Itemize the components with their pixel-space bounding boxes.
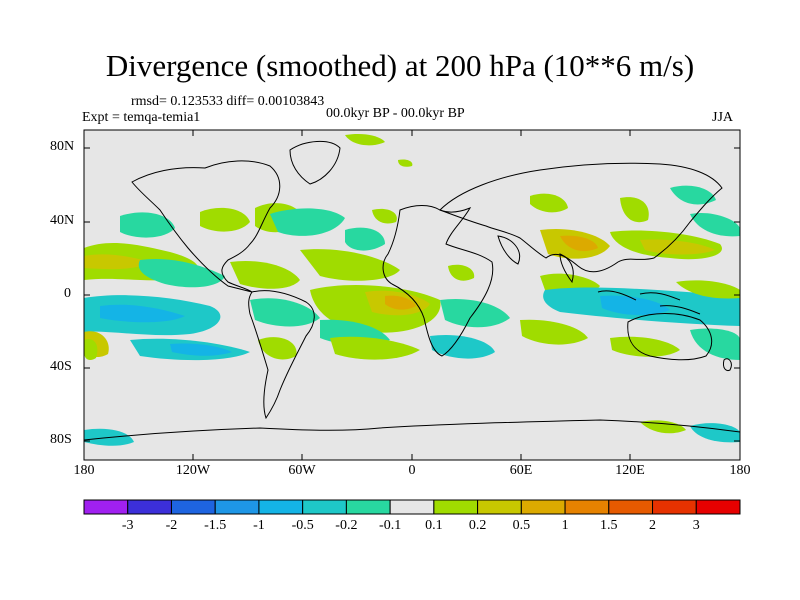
- anomaly-blob: [600, 295, 670, 316]
- anomaly-blob: [440, 298, 510, 328]
- anomaly-blob: [230, 260, 300, 289]
- anomaly-blob: [560, 235, 598, 252]
- stats-text: rmsd= 0.123533 diff= 0.00103843: [131, 94, 325, 109]
- colorbar-swatch: [127, 499, 172, 515]
- anomaly-blob: [200, 207, 250, 232]
- anomaly-blob: [620, 197, 649, 223]
- colorbar-label: -2: [165, 518, 178, 533]
- colorbar-label: 1.5: [600, 518, 618, 533]
- x-tick-label: 60W: [288, 463, 316, 478]
- antarctica-coast: [84, 419, 740, 441]
- south-america-coast: [248, 290, 315, 420]
- season-label: JJA: [712, 110, 734, 125]
- map-title: Divergence (smoothed) at 200 hPa (10**6 …: [105, 48, 695, 83]
- divergence-field: [84, 133, 740, 446]
- india-coast: [559, 253, 574, 284]
- anomaly-blob: [676, 280, 740, 299]
- arabia-coast: [497, 235, 520, 265]
- anomaly-blob: [670, 185, 716, 205]
- colorbar-swatch: [214, 499, 260, 515]
- y-tick-label: 80S: [50, 432, 72, 447]
- colorbar-swatch: [83, 499, 129, 515]
- colorbar-swatch: [477, 499, 522, 515]
- colorbar-swatch: [258, 499, 304, 515]
- anomaly-blob: [448, 264, 475, 281]
- colorbar-swatch: [564, 499, 610, 515]
- anomaly-blob: [300, 249, 400, 281]
- y-tick-label: 40N: [50, 213, 75, 228]
- x-tick-label: 120E: [615, 463, 645, 478]
- greenland-coast: [289, 141, 341, 185]
- anomaly-blob: [258, 337, 297, 360]
- colorbar-swatch: [608, 499, 654, 515]
- x-tick-label: 0: [408, 463, 416, 478]
- new-zealand-coast: [723, 358, 732, 371]
- colorbar-label: -0.1: [379, 518, 402, 533]
- anomaly-blob: [84, 339, 98, 360]
- coastlines: [84, 141, 740, 441]
- anomaly-blob: [330, 336, 420, 360]
- anomaly-blob: [690, 212, 740, 237]
- eurasia-coast: [439, 162, 723, 273]
- x-tick-label: 180: [729, 463, 751, 478]
- anomaly-blob: [385, 295, 416, 310]
- anomaly-blob: [250, 298, 320, 327]
- australia-coast: [627, 313, 713, 361]
- maritime-continent-coast: [597, 290, 701, 315]
- colorbar-swatch: [389, 499, 435, 515]
- y-tick-label: 80N: [50, 139, 75, 154]
- x-tick-label: 180: [73, 463, 95, 478]
- colorbar-swatch: [433, 499, 479, 515]
- colorbar-swatch: [520, 499, 566, 515]
- anomaly-blob: [345, 227, 385, 251]
- colorbar-label: 3: [692, 518, 700, 533]
- anomaly-blob: [84, 254, 150, 270]
- colorbar-label: 2: [649, 518, 657, 533]
- colorbar-label: -0.2: [335, 518, 358, 533]
- north-america-coast: [131, 160, 281, 293]
- anomaly-blob: [690, 328, 740, 360]
- axis-ticks: [83, 130, 741, 460]
- colorbar-swatch: [345, 499, 391, 515]
- colorbar-label: 0.5: [512, 518, 531, 533]
- africa-europe-coast: [382, 205, 494, 357]
- anomaly-blob: [138, 258, 225, 288]
- anomaly-blob: [610, 336, 680, 357]
- anomaly-blob: [640, 420, 686, 434]
- colorbar-label: -3: [121, 518, 134, 533]
- anomaly-blob: [345, 133, 385, 146]
- anomaly-blob: [270, 208, 345, 236]
- colorbar-label: 0.2: [468, 518, 487, 533]
- colorbar-swatch: [170, 499, 216, 515]
- colorbar-label: -0.5: [291, 518, 314, 533]
- anomaly-blob: [520, 319, 588, 345]
- anomaly-blob: [170, 343, 232, 356]
- anomaly-blob: [640, 239, 715, 255]
- colorbar-swatch: [652, 499, 697, 515]
- y-tick-label: 0: [64, 286, 71, 301]
- anomaly-blob: [120, 212, 175, 238]
- period-label: 00.0kyr BP - 00.0kyr BP: [326, 106, 465, 121]
- anomaly-blob: [372, 208, 397, 224]
- colorbar-label: -1.5: [204, 518, 227, 533]
- experiment-label: Expt = temqa-temia1: [82, 110, 201, 125]
- colorbar-label: -1: [253, 518, 265, 533]
- anomaly-blob: [100, 304, 185, 323]
- colorbar-label: 1: [561, 518, 569, 533]
- y-tick-label: 40S: [50, 359, 72, 374]
- anomaly-blob: [398, 159, 413, 167]
- anomaly-blob: [530, 193, 568, 213]
- colorbar-label: 0.1: [425, 518, 443, 533]
- x-tick-label: 60E: [509, 463, 533, 478]
- colorbar: [83, 499, 741, 515]
- colorbar-swatch: [695, 499, 741, 515]
- colorbar-swatch: [302, 499, 347, 515]
- x-tick-label: 120W: [175, 463, 211, 478]
